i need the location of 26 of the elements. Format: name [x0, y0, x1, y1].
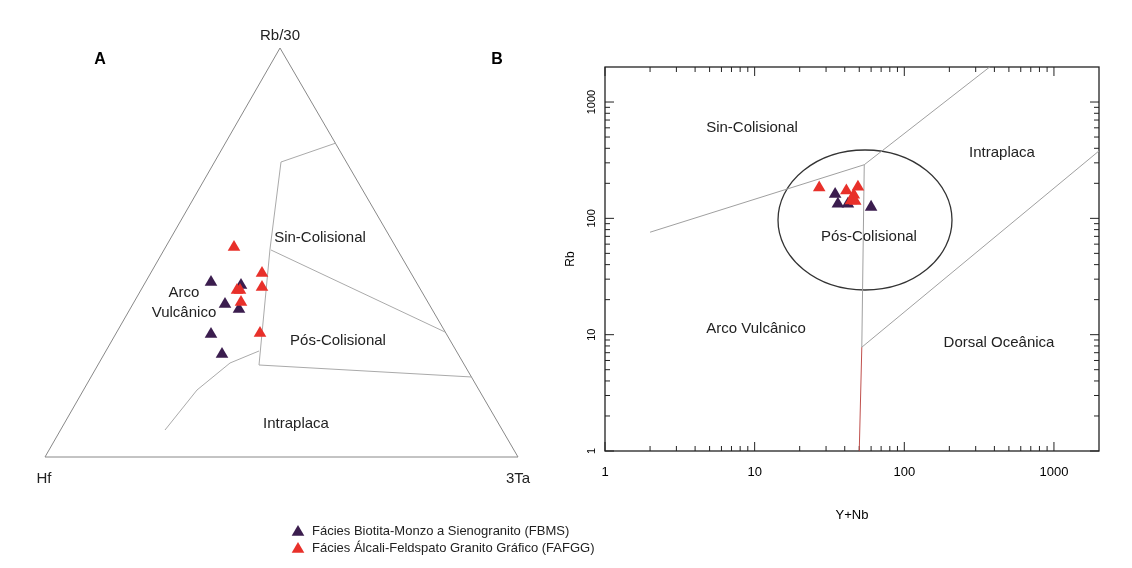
x-axis-title: Y+Nb: [835, 507, 869, 522]
annotation: Dorsal Oceânica: [943, 333, 1056, 350]
annotation: Intraplaca: [969, 143, 1036, 160]
text: Pós-Colisional: [290, 331, 386, 348]
text: Arco Vulcânico: [151, 283, 217, 320]
y-tick-label: 10: [585, 328, 597, 341]
annotation: Sin-Colisional: [706, 118, 798, 135]
y-tick-label: 1: [585, 447, 597, 455]
text: Sin-Colisional: [274, 228, 366, 245]
x-tick-label: 10: [747, 464, 762, 479]
legend-label: Fácies Biotita-Monzo a Sienogranito (FBMS): [312, 523, 570, 538]
text: Intraplaca: [263, 414, 330, 431]
legend-label: Fácies Álcali-Feldspato Granito Gráfico (FAFGG): [312, 540, 595, 555]
x-tick-label: 1000: [1039, 464, 1069, 479]
x-tick-label: 1: [601, 464, 609, 479]
chart-title: B: [491, 50, 503, 67]
annotation: Pós-Colisional: [821, 227, 917, 244]
y-tick-label: 1000: [585, 89, 597, 115]
y-axis-title: Rb: [563, 251, 577, 267]
text: A: [94, 50, 107, 67]
x-tick-label: 100: [893, 464, 916, 479]
text: Rb/30: [259, 26, 301, 43]
annotation: Arco Vulcânico: [706, 319, 806, 336]
y-tick-label: 100: [585, 209, 597, 228]
text: 3Ta: [505, 469, 531, 486]
text: Hf: [36, 469, 53, 486]
